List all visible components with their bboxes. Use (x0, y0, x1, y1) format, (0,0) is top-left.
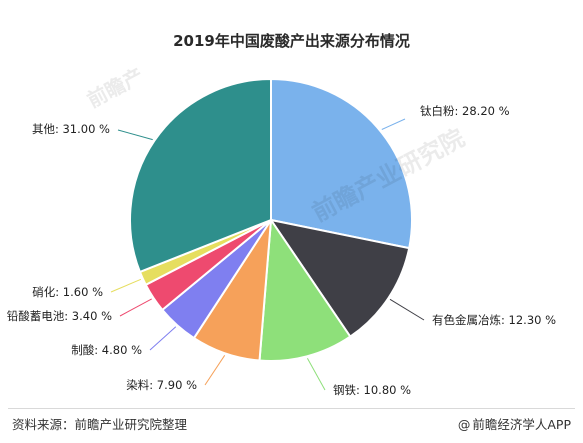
leader-line (117, 129, 153, 141)
leader-line (149, 326, 177, 351)
credit-text: 前瞻经济学人APP (472, 417, 571, 432)
slice-label: 制酸: 4.80 % (71, 343, 142, 357)
leader-line (381, 118, 406, 130)
leader-line (204, 355, 226, 386)
slice-label: 其他: 31.00 % (32, 122, 110, 136)
slice-label: 钢铁: 10.80 % (333, 383, 411, 397)
leader-line (119, 298, 152, 317)
slice-label: 钛白粉: 28.20 % (420, 104, 510, 118)
slice-label: 染料: 7.90 % (126, 378, 197, 392)
watermark-text: 前瞻产 (83, 63, 147, 112)
pie-slice (129, 77, 272, 274)
pie-slice (268, 218, 411, 339)
pie-slice (270, 77, 413, 250)
credit-note: @ 前瞻经济学人APP (458, 414, 571, 433)
leader-line (306, 358, 326, 391)
at-icon: @ (457, 417, 471, 432)
slice-label: 硝化: 1.60 % (32, 285, 103, 299)
source-note: 资料来源：前瞻产业研究院整理 (12, 417, 188, 432)
slice-label: 铅酸蓄电池: 3.40 % (7, 309, 112, 323)
footer-divider (8, 408, 575, 409)
leader-line (389, 298, 425, 321)
slice-label: 有色金属冶炼: 12.30 % (432, 313, 556, 327)
chart-title: 2019年中国废酸产出来源分布情况 (173, 32, 410, 50)
leader-line (110, 278, 142, 293)
pie-slice (258, 217, 352, 362)
